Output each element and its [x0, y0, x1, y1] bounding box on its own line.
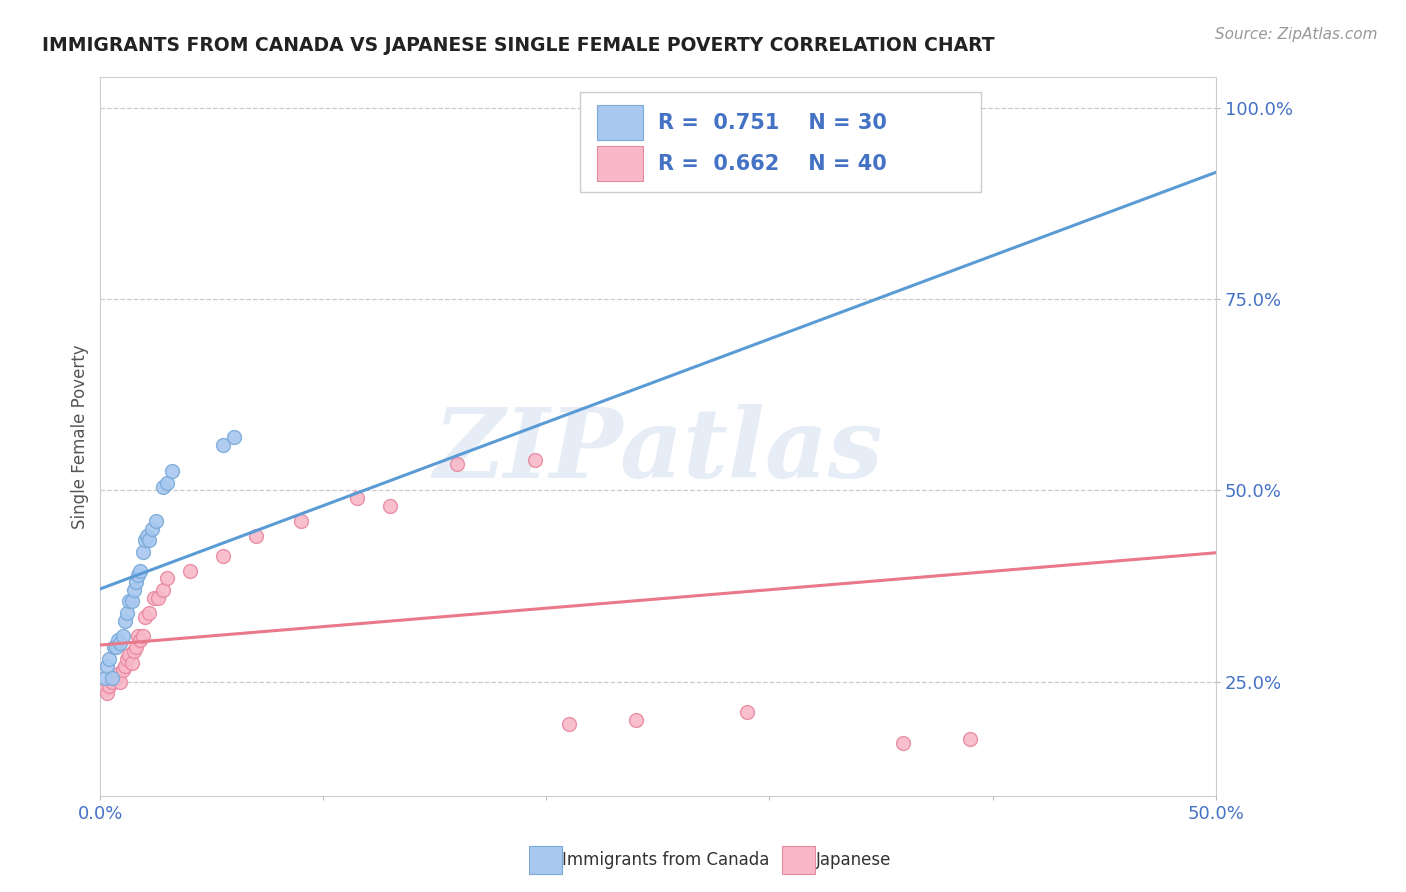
- Point: [100, 671, 122, 685]
- Point: [134, 609, 156, 624]
- Point: [136, 529, 159, 543]
- Point: [346, 491, 368, 505]
- Point: [122, 582, 145, 597]
- Point: [127, 629, 149, 643]
- Point: [380, 499, 402, 513]
- Point: [132, 629, 155, 643]
- Point: [94, 682, 117, 697]
- Point: [129, 564, 152, 578]
- Point: [100, 674, 122, 689]
- Point: [145, 514, 167, 528]
- Point: [107, 632, 129, 647]
- Point: [104, 671, 127, 685]
- Point: [111, 629, 134, 643]
- Text: Source: ZipAtlas.com: Source: ZipAtlas.com: [1215, 27, 1378, 42]
- Point: [245, 529, 267, 543]
- Point: [115, 652, 138, 666]
- Point: [524, 453, 547, 467]
- Text: Japanese: Japanese: [815, 851, 891, 869]
- Point: [658, 131, 681, 145]
- Text: R =  0.751    N = 30: R = 0.751 N = 30: [658, 112, 887, 133]
- Point: [290, 514, 312, 528]
- Text: IMMIGRANTS FROM CANADA VS JAPANESE SINGLE FEMALE POVERTY CORRELATION CHART: IMMIGRANTS FROM CANADA VS JAPANESE SINGL…: [42, 36, 995, 54]
- Text: Immigrants from Canada: Immigrants from Canada: [562, 851, 769, 869]
- Point: [735, 706, 758, 720]
- Point: [110, 636, 132, 650]
- Text: ZIPatlas: ZIPatlas: [433, 404, 883, 499]
- Point: [103, 640, 125, 655]
- Point: [134, 533, 156, 548]
- Point: [121, 594, 143, 608]
- Point: [94, 671, 117, 685]
- Point: [114, 614, 136, 628]
- Point: [624, 713, 647, 727]
- Point: [125, 640, 148, 655]
- Point: [107, 667, 129, 681]
- Point: [103, 671, 125, 685]
- Point: [138, 533, 160, 548]
- Point: [959, 732, 981, 747]
- Point: [125, 575, 148, 590]
- Point: [96, 686, 118, 700]
- Point: [114, 659, 136, 673]
- Point: [132, 544, 155, 558]
- Point: [148, 591, 170, 605]
- Point: [98, 652, 121, 666]
- Text: R =  0.662    N = 40: R = 0.662 N = 40: [658, 153, 887, 174]
- Point: [129, 632, 152, 647]
- Y-axis label: Single Female Poverty: Single Female Poverty: [72, 344, 89, 529]
- Point: [156, 475, 179, 490]
- Point: [142, 591, 165, 605]
- Point: [104, 640, 127, 655]
- Point: [160, 464, 183, 478]
- Point: [891, 736, 914, 750]
- FancyBboxPatch shape: [596, 146, 644, 181]
- Point: [212, 549, 235, 563]
- Point: [127, 567, 149, 582]
- FancyBboxPatch shape: [596, 105, 644, 140]
- FancyBboxPatch shape: [579, 92, 981, 193]
- Point: [152, 480, 174, 494]
- Point: [156, 571, 179, 585]
- Point: [121, 656, 143, 670]
- Point: [212, 437, 235, 451]
- Point: [224, 430, 246, 444]
- Point: [118, 648, 141, 662]
- Point: [179, 564, 201, 578]
- Point: [138, 606, 160, 620]
- Point: [446, 457, 468, 471]
- Point: [111, 663, 134, 677]
- Point: [110, 674, 132, 689]
- Point: [141, 522, 163, 536]
- Point: [118, 594, 141, 608]
- Point: [115, 606, 138, 620]
- Point: [98, 679, 121, 693]
- Point: [96, 659, 118, 673]
- Point: [558, 716, 581, 731]
- Point: [152, 582, 174, 597]
- Point: [122, 644, 145, 658]
